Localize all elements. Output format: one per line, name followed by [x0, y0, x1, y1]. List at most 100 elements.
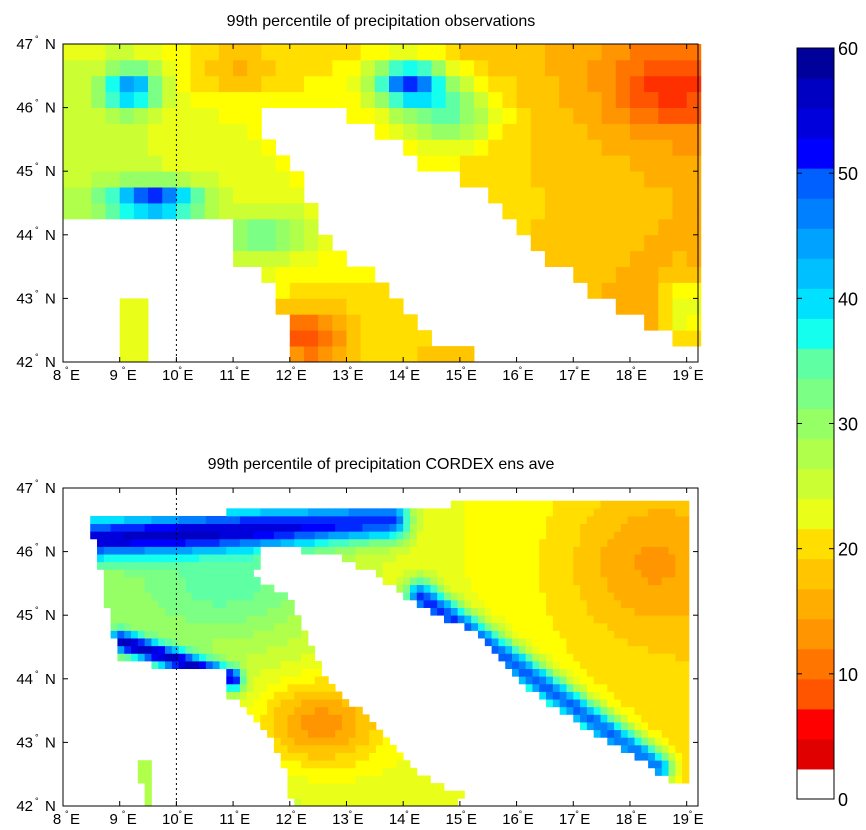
heat-cell	[301, 508, 309, 517]
heat-cell	[218, 171, 234, 188]
heat-cell	[335, 531, 343, 540]
x-tick-label: 12	[275, 367, 292, 384]
heat-cell	[614, 538, 622, 547]
heat-cell	[658, 171, 673, 188]
heat-cell	[450, 546, 458, 555]
heat-cell	[144, 599, 152, 608]
heat-cell	[614, 622, 622, 631]
heat-cell	[648, 653, 656, 662]
heat-cell	[247, 44, 262, 61]
heat-cell	[396, 508, 404, 517]
heat-cell	[546, 508, 554, 517]
heat-cell	[586, 577, 595, 586]
heat-cell	[573, 676, 581, 685]
x-tick-suffix: E	[353, 811, 363, 828]
y-tick-suffix: N	[45, 734, 56, 751]
heat-cell	[573, 645, 581, 654]
heat-cell	[417, 330, 432, 347]
heat-cell	[607, 722, 615, 731]
heat-cell	[171, 630, 180, 639]
heat-cell	[682, 508, 690, 517]
heat-cell	[321, 767, 329, 776]
heat-cell	[471, 515, 479, 525]
heat-cell	[239, 584, 248, 593]
heat-cell	[355, 752, 363, 761]
heat-cell	[144, 615, 152, 624]
heat-cell	[512, 668, 520, 677]
heat-cell	[634, 744, 642, 753]
heat-cell	[199, 538, 207, 547]
heat-cell	[301, 798, 309, 807]
y-tick-label: 43	[16, 290, 33, 307]
heat-cell	[552, 607, 561, 616]
heat-cell	[573, 554, 581, 563]
heat-cell	[178, 523, 186, 532]
heat-cell	[580, 630, 588, 639]
heat-cell	[416, 790, 424, 799]
heat-cell	[144, 790, 152, 799]
heat-cell	[110, 515, 118, 525]
heat-cell	[627, 577, 635, 586]
heat-cell	[158, 607, 166, 616]
heat-cell	[675, 538, 683, 547]
heat-cell	[661, 515, 669, 525]
heat-cell	[417, 107, 432, 124]
heat-cell	[119, 59, 135, 77]
heat-cell	[518, 500, 527, 509]
heat-cell	[205, 577, 214, 586]
heat-cell	[307, 660, 316, 670]
heat-cell	[219, 660, 227, 670]
heat-cell	[403, 783, 411, 792]
heat-cell	[90, 531, 98, 540]
heat-cell	[661, 714, 669, 723]
heat-cell	[661, 737, 669, 746]
heat-cell	[375, 515, 384, 525]
heat-cell	[430, 798, 438, 807]
heat-cell	[471, 531, 479, 540]
heat-cell	[627, 554, 635, 563]
heat-cell	[641, 699, 649, 708]
heat-cell	[546, 653, 554, 662]
heat-cell	[246, 523, 254, 532]
heat-cell	[648, 615, 656, 624]
heat-cell	[105, 171, 121, 188]
heat-cell	[233, 155, 248, 172]
heat-cell	[287, 645, 295, 654]
heat-cell	[566, 630, 574, 639]
heat-cell	[686, 314, 702, 331]
heat-cell	[552, 592, 561, 601]
heat-cell	[641, 607, 649, 616]
heat-cell	[416, 592, 424, 601]
heat-cell	[185, 622, 193, 631]
heat-cell	[389, 546, 397, 555]
heat-cell	[346, 266, 362, 283]
heat-cell	[629, 203, 645, 220]
heat-cell	[403, 44, 418, 61]
heat-cell	[471, 554, 479, 563]
heat-cell	[488, 91, 503, 108]
heat-cell	[539, 561, 547, 570]
heat-cell	[658, 44, 673, 61]
heat-cell	[253, 683, 261, 692]
heat-cell	[488, 44, 503, 61]
heat-cell	[204, 203, 220, 220]
heat-cell	[409, 538, 418, 547]
heat-cell	[280, 729, 288, 738]
heat-cell	[382, 744, 390, 753]
heat-cell	[205, 622, 214, 631]
heat-cell	[110, 615, 118, 624]
heat-cell	[247, 218, 262, 236]
heat-cell	[658, 123, 673, 140]
heat-cell	[233, 250, 248, 267]
heat-cell	[389, 523, 397, 532]
heat-cell	[484, 546, 493, 555]
heat-cell	[648, 699, 656, 708]
heat-cell	[131, 630, 139, 639]
heat-cell	[614, 561, 622, 570]
heat-cell	[615, 250, 631, 267]
heat-cell	[498, 508, 506, 517]
heat-cell	[389, 790, 397, 799]
heat-cell	[484, 584, 493, 593]
heat-cell	[360, 282, 376, 299]
